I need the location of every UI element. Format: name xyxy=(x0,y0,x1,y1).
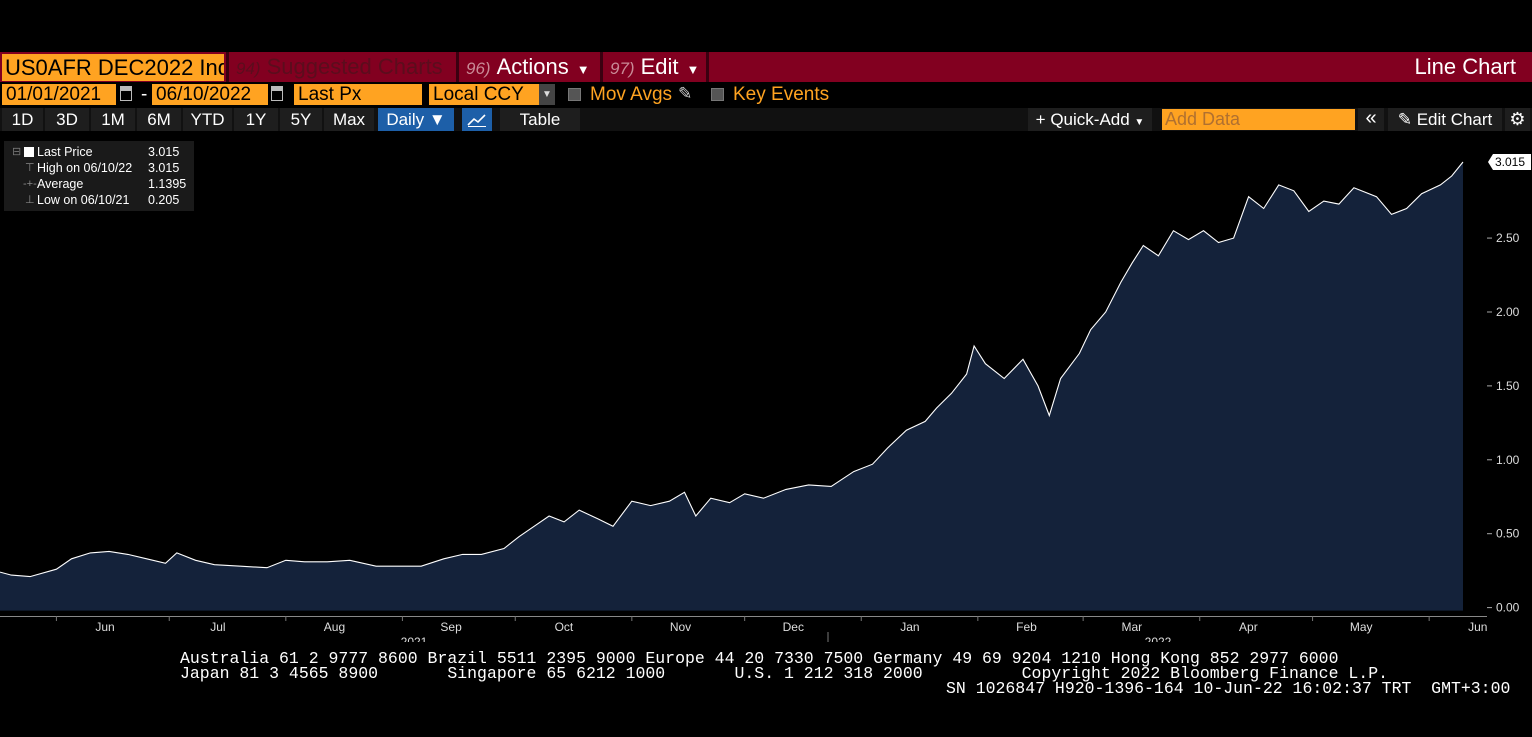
edit-chart-label: Edit Chart xyxy=(1416,110,1493,129)
actions-number: 96) xyxy=(466,59,491,78)
x-tick-label: Jun xyxy=(95,620,114,634)
low-marker-icon: ⊥ xyxy=(25,194,35,206)
actions-menu[interactable]: 96) Actions ▼ xyxy=(466,52,590,82)
x-tick-label: Apr xyxy=(1239,620,1258,634)
start-date-field[interactable]: 01/01/2021 xyxy=(2,84,116,105)
period-3d-button[interactable]: 3D xyxy=(45,108,89,131)
x-tick-label: Sep xyxy=(440,620,462,634)
period-5y-button[interactable]: 5Y xyxy=(280,108,322,131)
x-tick-label: Aug xyxy=(324,620,345,634)
edit-chart-button[interactable]: ✎ Edit Chart xyxy=(1388,108,1502,131)
period-1m-button[interactable]: 1M xyxy=(91,108,135,131)
key-events-label: Key Events xyxy=(733,84,830,105)
x-tick-label: May xyxy=(1350,620,1373,634)
y-tick-label: 1.00 xyxy=(1496,453,1520,467)
legend-name: High on 06/10/22 xyxy=(37,161,133,175)
legend-row-last-price: ⊟ Last Price 3.015 xyxy=(4,144,194,160)
x-tick-label: Feb xyxy=(1016,620,1037,634)
x-tick-label: Mar xyxy=(1121,620,1142,634)
series-line-last-price xyxy=(0,161,1464,578)
add-data-input[interactable]: Add Data xyxy=(1162,109,1355,130)
legend: ⊟ Last Price 3.015 ⊤ High on 06/10/22 3.… xyxy=(4,141,194,211)
period-max-button[interactable]: Max xyxy=(324,108,374,131)
mov-avgs-checkbox[interactable] xyxy=(568,88,581,101)
last-value-flag xyxy=(1488,153,1531,170)
x-tick-label: Jun xyxy=(1468,620,1487,634)
period-1d-button[interactable]: 1D xyxy=(2,108,43,131)
table-button[interactable]: Table xyxy=(500,108,580,131)
x-tick-label: Nov xyxy=(670,620,691,634)
period-ytd-button[interactable]: YTD xyxy=(183,108,232,131)
date-range-separator: - xyxy=(141,84,148,105)
frequency-dropdown[interactable]: Daily ▼ xyxy=(378,108,454,131)
x-tick-label: Jul xyxy=(210,620,225,634)
price-chart: 0.00 0.50 1.00 1.50 2.00 2.50 3.015 Jun Jul Aug S… xyxy=(0,153,1531,642)
footer-contacts-line1: Australia 61 2 9777 8600 Brazil 5511 239… xyxy=(180,649,1339,668)
x-tick-label: Dec xyxy=(783,620,804,634)
calendar-icon[interactable] xyxy=(120,86,132,101)
calendar-icon[interactable] xyxy=(271,86,283,101)
actions-label: Actions xyxy=(496,54,569,79)
legend-value: 3.015 xyxy=(148,145,180,159)
last-value-label: 3.015 xyxy=(1495,155,1525,169)
menu-separator xyxy=(226,52,229,82)
legend-name: Low on 06/10/21 xyxy=(37,193,130,207)
menu-bar xyxy=(0,52,1532,82)
chart-type-title: Line Chart xyxy=(1414,54,1516,79)
y-tick-label: 1.50 xyxy=(1496,379,1520,393)
ticker-input[interactable]: US0AFR DEC2022 Index xyxy=(2,54,224,81)
y-tick-label: 2.00 xyxy=(1496,305,1520,319)
line-chart-icon[interactable] xyxy=(462,108,492,131)
pencil-icon: ✎ xyxy=(1397,110,1412,129)
pencil-icon[interactable]: ✎ xyxy=(678,84,693,103)
footer-session-info: SN 1026847 H920-1396-164 10-Jun-22 16:02… xyxy=(946,679,1511,698)
chevron-down-icon[interactable]: ▼ xyxy=(539,84,555,105)
mov-avgs-label: Mov Avgs xyxy=(590,84,673,105)
year-label: 2021 xyxy=(401,635,428,642)
legend-name: Last Price xyxy=(37,145,93,159)
edit-menu[interactable]: 97) Edit ▼ xyxy=(610,52,699,82)
legend-row-high: ⊤ High on 06/10/22 3.015 xyxy=(4,160,194,176)
average-marker-icon: -+- xyxy=(23,178,37,190)
suggested-charts-number: 94) xyxy=(236,59,261,78)
series-area-fill xyxy=(0,162,1463,611)
legend-row-low: ⊥ Low on 06/10/21 0.205 xyxy=(4,192,194,208)
chevron-down-icon: ▼ xyxy=(686,62,700,77)
gear-icon[interactable]: ⚙ xyxy=(1505,108,1530,131)
high-marker-icon: ⊤ xyxy=(25,162,35,174)
footer-contacts-line2: Japan 81 3 4565 8900 Singapore 65 6212 1… xyxy=(180,664,1388,683)
quick-add-label: + Quick-Add xyxy=(1035,110,1130,129)
key-events-checkbox[interactable] xyxy=(711,88,724,101)
legend-row-average: -+- Average 1.1395 xyxy=(4,176,194,192)
price-field-select[interactable]: Last Px xyxy=(294,84,422,105)
y-tick-label: 0.50 xyxy=(1496,527,1520,541)
menu-separator xyxy=(706,52,709,82)
collapse-double-chevron-icon[interactable]: « xyxy=(1358,108,1384,131)
end-date-field[interactable]: 06/10/2022 xyxy=(152,84,268,105)
year-label: 2022 xyxy=(1145,635,1172,642)
edit-number: 97) xyxy=(610,59,635,78)
suggested-charts-label: Suggested Charts xyxy=(266,54,443,79)
x-tick-label: Jan xyxy=(900,620,919,634)
period-1y-button[interactable]: 1Y xyxy=(234,108,278,131)
currency-select[interactable]: Local CCY xyxy=(429,84,539,105)
chevron-down-icon: ▼ xyxy=(1134,117,1145,128)
collapse-icon[interactable]: ⊟ xyxy=(12,146,22,158)
y-tick-label: 2.50 xyxy=(1496,231,1520,245)
period-6m-button[interactable]: 6M xyxy=(137,108,181,131)
legend-value: 0.205 xyxy=(148,193,180,207)
menu-separator xyxy=(600,52,603,82)
edit-label: Edit xyxy=(640,54,679,79)
x-tick-label: Oct xyxy=(555,620,574,634)
legend-value: 1.1395 xyxy=(148,177,187,191)
legend-value: 3.015 xyxy=(148,161,180,175)
quick-add-dropdown[interactable]: + Quick-Add ▼ xyxy=(1028,108,1152,131)
series-swatch xyxy=(24,147,34,157)
suggested-charts-menu[interactable]: 94) Suggested Charts xyxy=(236,52,443,82)
legend-name: Average xyxy=(37,177,84,191)
chevron-down-icon: ▼ xyxy=(576,62,590,77)
y-tick-label: 0.00 xyxy=(1496,601,1520,615)
menu-separator xyxy=(456,52,459,82)
